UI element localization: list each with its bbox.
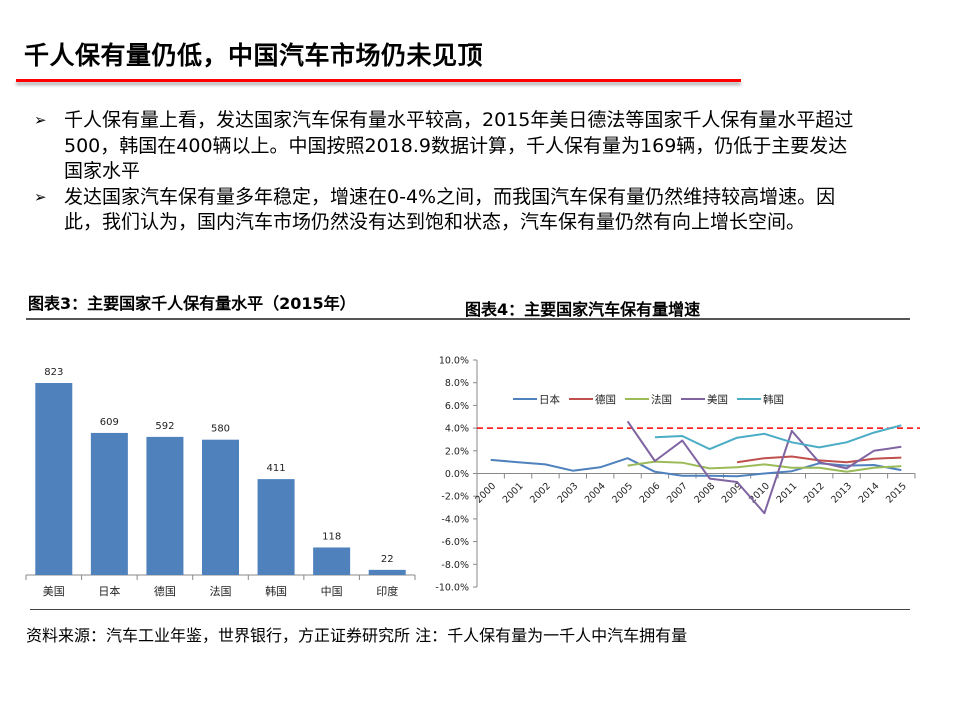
bullet-text: 千人保有量上看，发达国家汽车保有量水平较高，2015年美日德法等国家千人保有量水… bbox=[64, 109, 854, 182]
bar bbox=[257, 479, 295, 575]
bar bbox=[90, 432, 128, 575]
x-tick-label: 2007 bbox=[665, 481, 690, 506]
arrow-bullet-icon: ➢ bbox=[34, 187, 47, 206]
y-tick-label: 2.0% bbox=[445, 446, 469, 457]
x-tick-label: 2012 bbox=[802, 481, 827, 506]
series-line bbox=[736, 455, 902, 464]
x-tick-label: 2011 bbox=[774, 481, 799, 506]
y-tick-label: -6.0% bbox=[441, 537, 469, 548]
x-tick-label: 2004 bbox=[583, 481, 608, 506]
y-tick-label: -8.0% bbox=[441, 560, 469, 571]
bar-category-label: 德国 bbox=[154, 584, 176, 598]
bar-value-label: 592 bbox=[155, 421, 174, 432]
bar-value-label: 22 bbox=[381, 554, 394, 565]
line-chart: 10.0% 8.0% 6.0% 4.0% 2.0% 0.0% -2.0% -4.0% -6.0%… bbox=[435, 356, 920, 594]
x-tick-label: 2002 bbox=[528, 481, 553, 506]
legend-label: 韩国 bbox=[763, 393, 784, 406]
bar-value-label: 580 bbox=[211, 424, 230, 435]
y-tick-label: 10.0% bbox=[439, 356, 469, 367]
bar bbox=[313, 547, 351, 575]
bar bbox=[35, 383, 73, 575]
bar-category-label: 韩国 bbox=[265, 584, 287, 598]
bar-value-label: 609 bbox=[100, 417, 119, 428]
source-divider bbox=[30, 609, 910, 610]
x-tick-label: 2008 bbox=[692, 481, 717, 506]
series-line bbox=[626, 420, 902, 515]
bar-category-label: 中国 bbox=[321, 585, 343, 598]
y-tick-label: -2.0% bbox=[441, 492, 469, 503]
legend-label: 日本 bbox=[539, 393, 560, 406]
arrow-bullet-icon: ➢ bbox=[34, 111, 47, 129]
legend-label: 德国 bbox=[595, 393, 616, 406]
bar-category-label: 法国 bbox=[210, 584, 232, 598]
x-tick-label: 2009 bbox=[720, 481, 745, 506]
legend-label: 法国 bbox=[651, 393, 672, 406]
source-note: 资料来源：汽车工业年鉴，世界银行，方正证券研究所 注：千人保有量为一千人中汽车拥… bbox=[26, 626, 688, 645]
bar-value-label: 118 bbox=[322, 531, 341, 542]
legend-label: 美国 bbox=[707, 393, 728, 406]
chart4-caption: 图表4：主要国家汽车保有量增速 bbox=[465, 300, 701, 319]
bar-value-label: 411 bbox=[267, 463, 286, 474]
x-tick-label: 2006 bbox=[638, 481, 663, 506]
bullet-text: 发达国家汽车保有量多年稳定，增速在0-4%之间，而我国汽车保有量仍然维持较高增速… bbox=[64, 185, 836, 234]
x-tick-label: 2005 bbox=[610, 481, 635, 506]
bar-chart: 823 美国 609 日本 592 德国 580 法国 411 韩国 118 中国 22 印度 bbox=[25, 367, 416, 598]
chart3-caption: 图表3：主要国家千人保有量水平（2015年） bbox=[28, 294, 356, 313]
bullet-item: ➢ 千人保有量上看，发达国家汽车保有量水平较高，2015年美日德法等国家千人保有… bbox=[34, 108, 864, 185]
x-tick-label: 2013 bbox=[829, 481, 854, 506]
x-tick-label: 2014 bbox=[857, 481, 882, 506]
y-tick-label: -4.0% bbox=[441, 514, 469, 525]
page-title: 千人保有量仍低，中国汽车市场仍未见顶 bbox=[24, 41, 484, 70]
y-tick-label: -10.0% bbox=[435, 583, 469, 594]
y-tick-label: 6.0% bbox=[445, 401, 469, 412]
bar bbox=[146, 436, 184, 575]
bar-category-label: 美国 bbox=[43, 585, 65, 598]
bar bbox=[368, 569, 406, 575]
bullet-list: ➢ 千人保有量上看，发达国家汽车保有量水平较高，2015年美日德法等国家千人保有… bbox=[34, 108, 864, 236]
bar-category-label: 印度 bbox=[376, 584, 398, 598]
x-tick-label: 2001 bbox=[501, 481, 526, 506]
x-tick-label: 2003 bbox=[555, 481, 580, 506]
y-tick-label: 8.0% bbox=[445, 378, 469, 389]
series-line bbox=[654, 424, 902, 451]
bar-category-label: 日本 bbox=[98, 584, 120, 598]
x-tick-label: 2015 bbox=[884, 481, 909, 506]
bar bbox=[202, 439, 239, 575]
caption-divider bbox=[26, 318, 910, 320]
y-tick-label: 0.0% bbox=[445, 469, 469, 480]
y-tick-label: 4.0% bbox=[445, 424, 469, 435]
bar-value-label: 823 bbox=[44, 367, 63, 378]
title-underline bbox=[16, 79, 741, 82]
bullet-item: ➢ 发达国家汽车保有量多年稳定，增速在0-4%之间，而我国汽车保有量仍然维持较高… bbox=[34, 185, 864, 236]
series-line bbox=[627, 460, 902, 473]
